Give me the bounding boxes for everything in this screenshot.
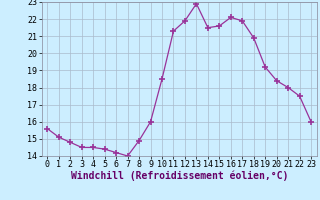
X-axis label: Windchill (Refroidissement éolien,°C): Windchill (Refroidissement éolien,°C): [70, 171, 288, 181]
